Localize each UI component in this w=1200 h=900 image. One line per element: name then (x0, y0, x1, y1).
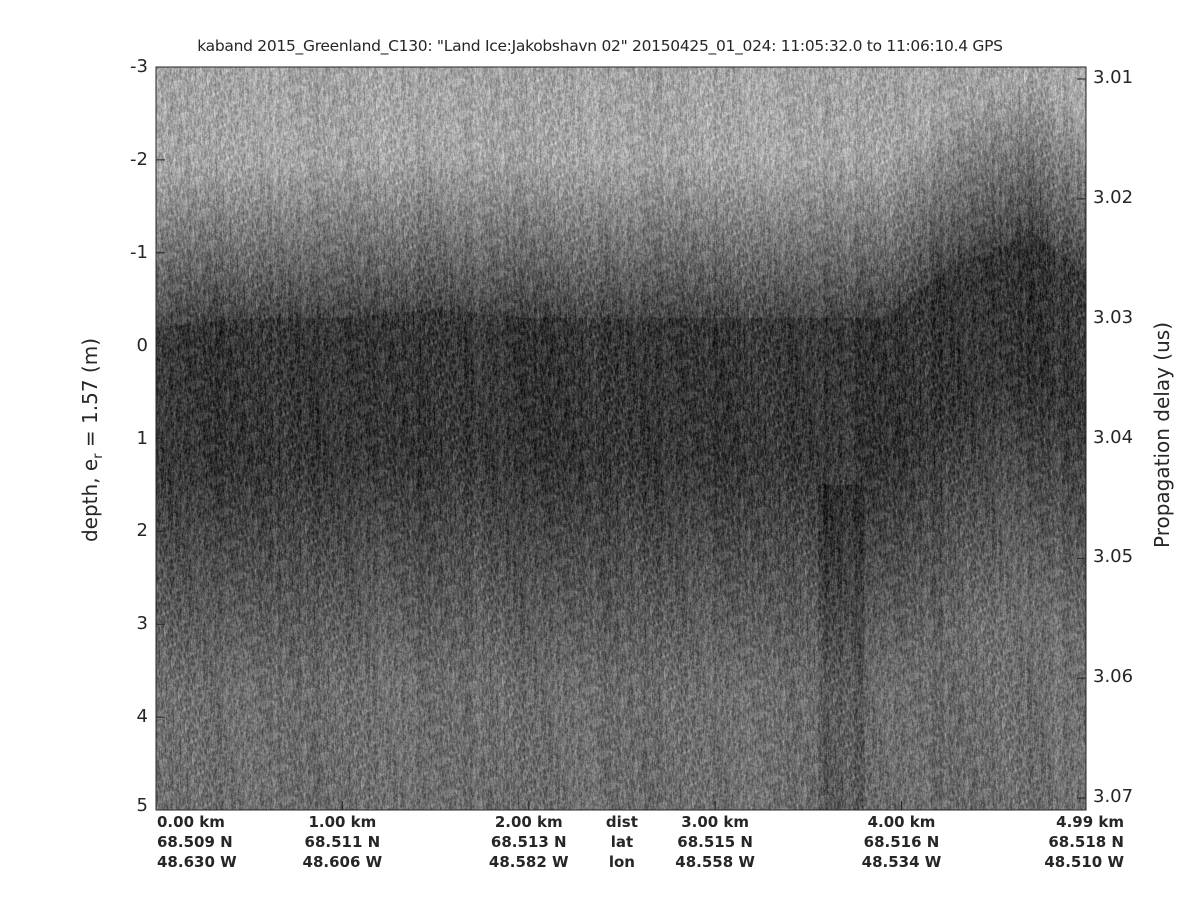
y-tick-label-left: -2 (130, 148, 148, 170)
plot-frame (155, 66, 1087, 811)
x-tick-label-lat: 68.513 N (490, 833, 567, 851)
y-tick-label-right: 3.01 (1093, 66, 1134, 88)
y-tick-label-right: 3.04 (1093, 426, 1134, 448)
y-tick-label-right: 3.02 (1093, 186, 1134, 208)
y-tick-label-left: -1 (130, 241, 148, 263)
y-tick-label-left: -3 (130, 56, 148, 77)
x-tick-label-lon: 48.630 W (157, 853, 237, 871)
y-tick-label-left: 4 (136, 706, 148, 728)
y-axis-label-left-sub: r (91, 453, 106, 459)
y-tick-label-right: 3.07 (1093, 786, 1134, 808)
y-axis-label-left-rest: = 1.57 (m) (78, 337, 102, 454)
y-tick-label-left: 2 (136, 520, 148, 542)
x-row-label-lat: lat (610, 833, 634, 851)
y-axis-label-right: Propagation delay (us) (1150, 321, 1174, 549)
x-tick-label-lat: 68.509 N (157, 833, 233, 851)
x-row-label-lon: lon (608, 853, 635, 871)
x-tick-label-lon: 48.510 W (1044, 853, 1124, 871)
y-tick-label-left: 3 (136, 613, 148, 635)
x-tick-label-dist: 4.99 km (1056, 813, 1124, 831)
chart-title: kaband 2015_Greenland_C130: "Land Ice:Ja… (197, 37, 1003, 55)
x-tick-label-lon: 48.534 W (861, 853, 942, 871)
x-row-label-dist: dist (605, 813, 638, 831)
y-tick-label-left: 5 (136, 795, 148, 816)
x-tick-label-lat: 68.511 N (304, 833, 381, 851)
echogram-image (156, 67, 1086, 810)
y-tick-label-left: 0 (136, 334, 148, 356)
x-tick-label-lat: 68.515 N (677, 833, 753, 851)
x-tick-label-dist: 0.00 km (157, 813, 225, 831)
y-tick-label-left: 1 (136, 427, 148, 449)
x-tick-label-lon: 48.558 W (675, 853, 755, 871)
y-tick-label-right: 3.06 (1093, 666, 1134, 688)
x-tick-label-dist: 2.00 km (494, 813, 563, 831)
x-tick-label-lon: 48.606 W (302, 853, 383, 871)
x-tick-label-dist: 1.00 km (308, 813, 377, 831)
y-axis-label-left: depth, er = 1.57 (m) (78, 338, 106, 542)
y-tick-label-right: 3.05 (1093, 546, 1134, 568)
x-tick-label-dist: 4.00 km (867, 813, 936, 831)
x-tick-label-lat: 68.516 N (863, 833, 940, 851)
x-tick-label-lon: 48.582 W (488, 853, 569, 871)
y-axis-label-left-main: depth, e (78, 458, 102, 543)
x-tick-label-lat: 68.518 N (1048, 833, 1124, 851)
y-tick-label-right: 3.03 (1093, 306, 1134, 328)
x-tick-label-dist: 3.00 km (681, 813, 750, 831)
